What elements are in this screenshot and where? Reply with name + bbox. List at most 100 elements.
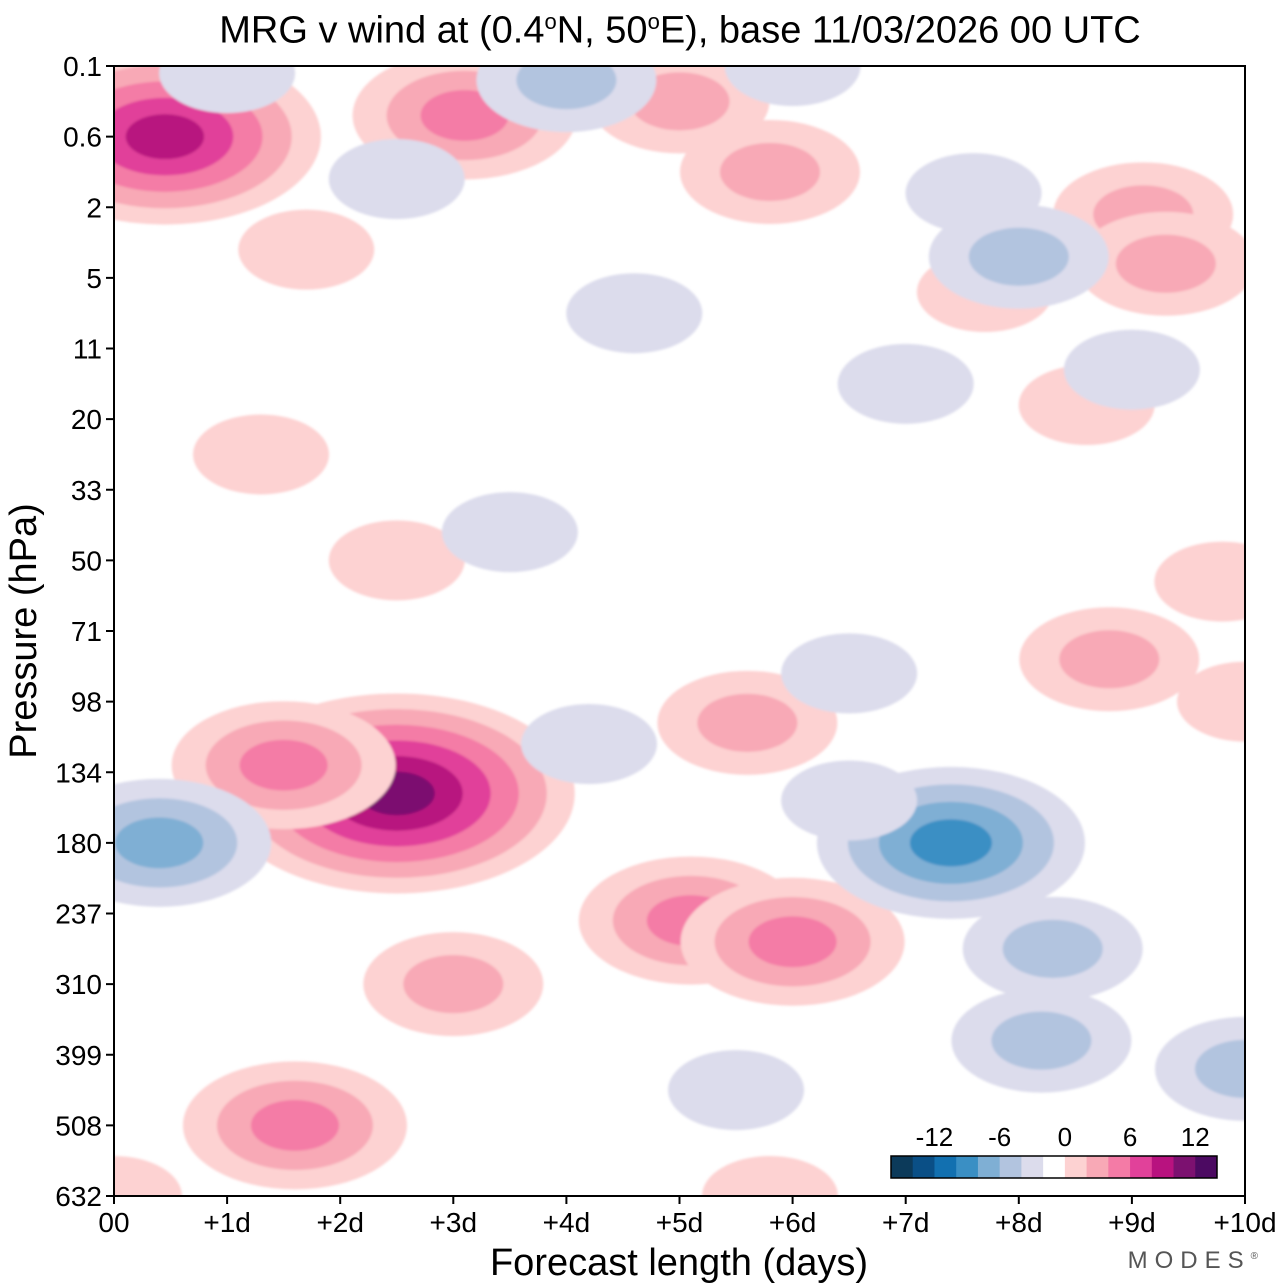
contour-level xyxy=(724,66,861,106)
colorbar-swatch xyxy=(1064,1156,1088,1178)
contour-level xyxy=(238,209,375,290)
colorbar-label: 12 xyxy=(1181,1122,1210,1152)
y-tick-label: 33 xyxy=(71,475,102,506)
contour-level xyxy=(328,139,465,219)
colorbar-swatch xyxy=(1173,1156,1196,1178)
x-tick-label: +5d xyxy=(656,1207,704,1238)
y-tick-label: 5 xyxy=(86,263,102,294)
colorbar-swatch xyxy=(1130,1156,1153,1178)
y-tick-label: 0.6 xyxy=(63,122,102,153)
colorbar-swatch xyxy=(956,1156,979,1178)
y-axis: 0.1 0.6 2 5 11 20 33 50 71 98 134 180 237 310 399 508 63… xyxy=(55,51,114,1212)
contour-level xyxy=(719,142,820,201)
y-tick-label: 180 xyxy=(55,828,102,859)
contour-cell-34 xyxy=(837,343,974,424)
contour-level xyxy=(250,1100,339,1151)
contour-level xyxy=(702,1156,838,1196)
y-tick-label: 71 xyxy=(71,616,102,647)
contour-cell-31 xyxy=(781,633,918,714)
contour-cell-41 xyxy=(159,66,296,114)
x-tick-label: +2d xyxy=(316,1207,364,1238)
contour-cell-22 xyxy=(1177,661,1245,742)
contour-cell-18 xyxy=(363,932,544,1037)
contour-cell-10 xyxy=(328,520,465,601)
contour-level xyxy=(115,817,204,869)
y-tick-label: 0.1 xyxy=(63,51,102,82)
colorbar-swatch xyxy=(1086,1156,1109,1178)
colorbar-label: 6 xyxy=(1123,1122,1137,1152)
contour-level xyxy=(781,633,918,714)
contour-cell-5 xyxy=(1075,211,1245,316)
x-tick-label: +3d xyxy=(430,1207,478,1238)
colorbar-swatch xyxy=(891,1156,914,1178)
contour-level xyxy=(837,343,974,424)
colorbar: -12 -6 0 6 12 xyxy=(890,1122,1218,1179)
contour-level xyxy=(566,273,703,354)
y-tick-label: 98 xyxy=(71,687,102,718)
colorbar-swatch xyxy=(934,1156,957,1178)
contour-level xyxy=(1063,329,1200,410)
y-tick-label: 11 xyxy=(73,334,102,365)
contour-cell-28 xyxy=(668,1050,805,1131)
contour-level xyxy=(193,414,330,495)
contour-cell-9 xyxy=(193,414,330,495)
y-tick-label: 310 xyxy=(55,969,102,1000)
x-axis-label: Forecast length (days) xyxy=(490,1242,868,1284)
contour-level xyxy=(159,66,296,114)
colorbar-swatch xyxy=(977,1156,1001,1178)
contour-cell-23 xyxy=(114,778,272,907)
y-axis-label: Pressure (hPa) xyxy=(3,503,45,759)
contour-level xyxy=(1177,661,1245,742)
contour-level xyxy=(328,520,465,601)
contour-cell-35 xyxy=(476,66,657,133)
contour-field xyxy=(114,66,1245,1196)
colorbar-swatch xyxy=(1021,1156,1044,1178)
contour-cell-33 xyxy=(905,153,1042,234)
contour-cell-37 xyxy=(328,139,465,219)
contour-cell-27 xyxy=(1155,1016,1245,1121)
contour-cell-13 xyxy=(657,670,838,775)
contour-cell-3 xyxy=(679,119,860,224)
y-tick-label: 50 xyxy=(71,545,102,576)
contour-level xyxy=(991,1011,1092,1070)
contour-level xyxy=(441,492,578,573)
contour-cell-17 xyxy=(680,877,905,1006)
colorbar-label: -12 xyxy=(916,1122,954,1152)
modes-logo: MODES® xyxy=(1127,1247,1258,1274)
contour-level xyxy=(668,1050,805,1131)
contour-level xyxy=(909,819,992,867)
x-tick-label: 00 xyxy=(98,1207,129,1238)
contour-level xyxy=(516,66,617,110)
colorbar-swatch xyxy=(999,1156,1022,1178)
contour-level xyxy=(781,760,918,841)
contour-cell-21 xyxy=(702,1156,838,1196)
y-tick-label: 2 xyxy=(86,192,102,223)
contour-cell-38 xyxy=(566,273,703,354)
colorbar-swatch xyxy=(1151,1156,1175,1178)
contour-level xyxy=(125,114,205,160)
contour-cell-30 xyxy=(781,760,918,841)
contour-level xyxy=(1154,541,1245,622)
x-tick-label: +10d xyxy=(1213,1207,1276,1238)
colorbar-swatch xyxy=(1195,1156,1218,1178)
contour-cell-26 xyxy=(951,988,1132,1093)
y-tick-label: 399 xyxy=(55,1040,102,1071)
contour-level xyxy=(1195,1039,1245,1098)
y-tick-label: 632 xyxy=(55,1181,102,1212)
contour-level xyxy=(697,693,798,752)
contour-level xyxy=(1059,630,1160,689)
contour-level xyxy=(748,916,837,968)
contour-cell-39 xyxy=(441,492,578,573)
contour-cell-29 xyxy=(521,704,658,784)
x-tick-label: +8d xyxy=(995,1207,1043,1238)
colorbar-label: -6 xyxy=(988,1122,1011,1152)
contour-level xyxy=(905,153,1042,234)
y-tick-label: 237 xyxy=(55,899,102,930)
colorbar-swatch xyxy=(912,1156,935,1178)
x-axis: 00 +1d +2d +3d +4d +5d +6d +7d +8d +9d +10d xyxy=(98,1196,1277,1238)
x-tick-label: +4d xyxy=(543,1207,591,1238)
contour-cell-19 xyxy=(182,1061,407,1190)
y-tick-label: 20 xyxy=(71,404,102,435)
chart-title: MRG v wind at (0.4oN, 50oE), base 11/03/… xyxy=(219,9,1141,52)
